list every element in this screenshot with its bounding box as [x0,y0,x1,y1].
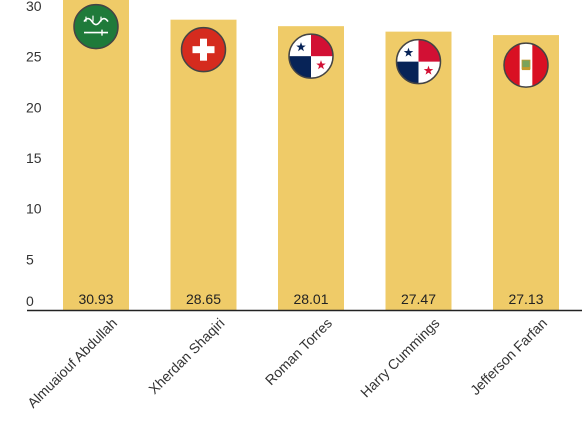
flag-switzerland-icon [180,26,227,73]
flag-panama-icon [288,33,334,79]
y-tick-label: 20 [26,99,42,115]
y-tick-label: 25 [26,49,42,65]
data-label: 28.65 [186,291,221,307]
y-tick-label: 5 [26,251,34,267]
flag-saudi-arabia-icon [73,3,119,50]
data-label: 28.01 [293,291,328,307]
bar [63,0,129,311]
category-label: Xherdan Shaqiri [145,315,227,397]
flag-peru-icon [503,42,549,88]
category-label: Jefferson Farfan [467,315,550,398]
category-label: Roman Torres [262,315,335,388]
data-label: 30.93 [78,291,113,307]
category-label: Harry Cummings [357,315,443,401]
y-tick-label: 0 [26,293,34,309]
y-tick-label: 30 [26,0,42,14]
y-tick-label: 10 [26,201,42,217]
data-label: 27.47 [401,291,436,307]
category-label: Almuaiouf Abdullah [24,315,120,411]
data-label: 27.13 [508,291,543,307]
flag-panama-icon [395,38,442,85]
y-tick-label: 15 [26,150,42,166]
